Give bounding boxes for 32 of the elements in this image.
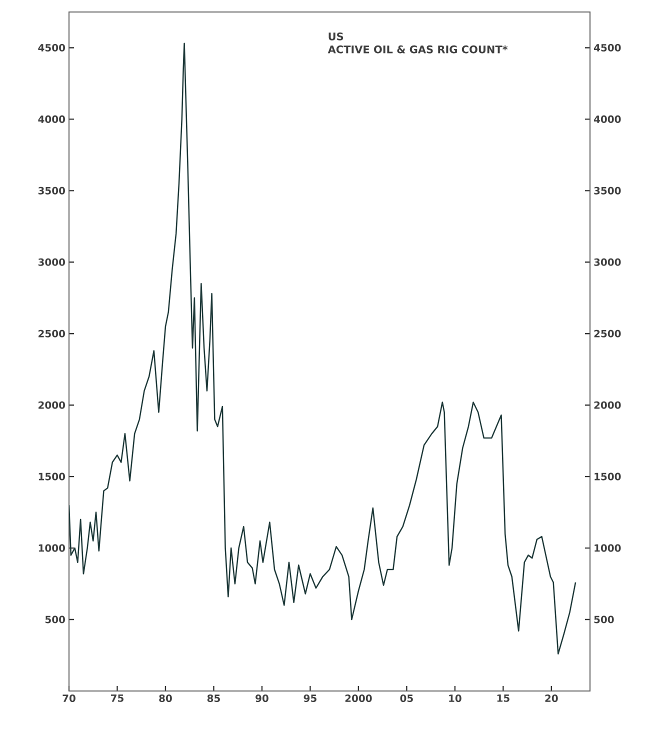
y2-tick-label: 1500 xyxy=(594,472,621,480)
y-tick-label: 1000 xyxy=(38,544,66,552)
x-tick-label: 70 xyxy=(62,694,76,702)
y2-tick-label: 3000 xyxy=(594,258,621,266)
y2-tick-label: 2500 xyxy=(594,330,621,338)
y-tick-label: 1500 xyxy=(38,472,66,480)
y2-tick-label: 500 xyxy=(594,616,614,624)
x-tick-label: 15 xyxy=(497,694,510,702)
y-tick-label: 3000 xyxy=(38,258,66,266)
y-tick-label: 3500 xyxy=(38,186,66,194)
y-tick-label: 500 xyxy=(45,616,66,624)
y2-tick-label: 4000 xyxy=(594,115,621,123)
y-tick-label: 4000 xyxy=(38,115,66,123)
x-tick-label: 05 xyxy=(400,694,413,702)
x-tick-label: 75 xyxy=(110,694,124,702)
text: ACTIVE OIL & GAS RIG COUNT* xyxy=(328,45,508,54)
line-series xyxy=(69,42,576,654)
x-tick-label: 95 xyxy=(304,694,316,702)
y2-tick-label: 4500 xyxy=(594,44,621,52)
x-tick-label: 20 xyxy=(545,694,558,702)
x-tick-label: 80 xyxy=(159,694,172,702)
text: US xyxy=(328,32,344,40)
y-tick-label: 4500 xyxy=(38,44,66,52)
x-tick-label: 85 xyxy=(207,694,220,702)
y2-tick-label: 2000 xyxy=(594,401,621,409)
y-tick-label: 2000 xyxy=(38,401,66,409)
x-tick-label: 90 xyxy=(256,694,268,702)
y2-tick-label: 1000 xyxy=(594,544,621,552)
x-tick-label: 10 xyxy=(449,694,462,702)
y-tick-label: 2500 xyxy=(38,330,66,338)
y2-tick-label: 3500 xyxy=(594,186,621,194)
x-tick-label: 2000 xyxy=(345,694,372,702)
